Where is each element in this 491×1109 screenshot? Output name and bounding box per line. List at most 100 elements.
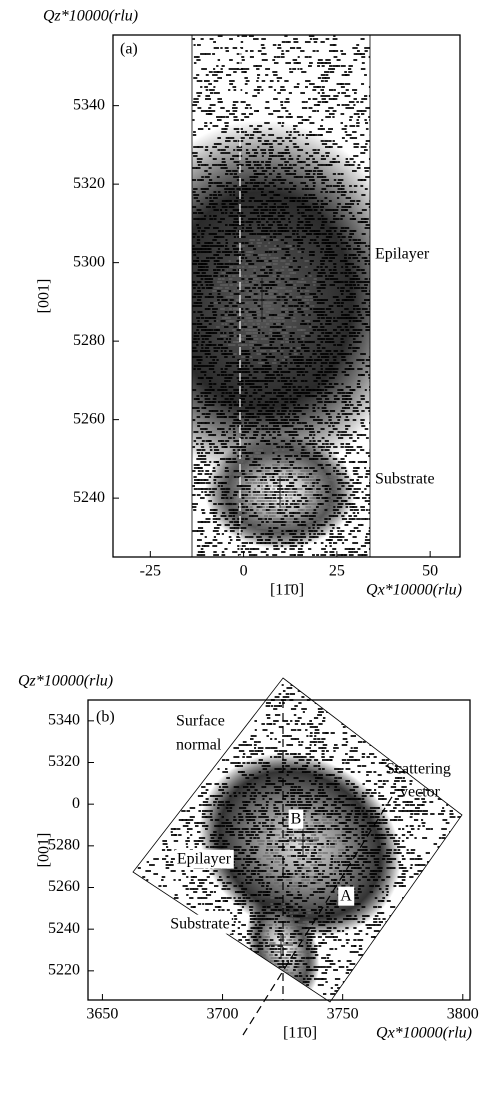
- intensity-speck: [261, 209, 267, 211]
- intensity-speck: [280, 470, 282, 472]
- intensity-speck: [205, 176, 210, 178]
- intensity-speck: [360, 161, 364, 163]
- intensity-speck: [374, 783, 377, 785]
- intensity-speck: [304, 350, 310, 352]
- intensity-speck: [204, 464, 208, 466]
- intensity-speck: [313, 801, 317, 803]
- intensity-speck: [385, 819, 387, 821]
- intensity-speck: [272, 362, 276, 364]
- intensity-speck: [234, 161, 240, 163]
- intensity-speck: [297, 789, 303, 791]
- intensity-speck: [196, 395, 199, 397]
- intensity-speck: [197, 299, 201, 301]
- intensity-speck: [245, 777, 249, 779]
- intensity-speck: [204, 122, 207, 124]
- intensity-speck: [276, 359, 279, 361]
- intensity-speck: [204, 389, 210, 391]
- intensity-speck: [317, 320, 320, 322]
- intensity-speck: [250, 500, 254, 502]
- intensity-speck: [224, 482, 226, 484]
- intensity-speck: [293, 386, 296, 388]
- intensity-speck: [317, 170, 323, 172]
- intensity-speck: [287, 792, 289, 794]
- intensity-speck: [206, 846, 209, 848]
- intensity-speck: [368, 497, 373, 499]
- intensity-speck: [326, 38, 330, 40]
- intensity-speck: [197, 95, 200, 97]
- intensity-speck: [309, 275, 311, 277]
- intensity-speck: [277, 188, 282, 190]
- intensity-speck: [333, 506, 335, 508]
- intensity-speck: [221, 554, 225, 556]
- intensity-speck: [320, 260, 325, 262]
- intensity-speck: [209, 362, 212, 364]
- intensity-speck: [196, 92, 202, 94]
- intensity-speck: [226, 807, 229, 809]
- intensity-speck: [205, 816, 210, 818]
- intensity-speck: [326, 230, 332, 232]
- intensity-speck: [225, 47, 229, 49]
- intensity-speck: [233, 756, 239, 758]
- intensity-speck: [276, 548, 279, 550]
- intensity-speck: [266, 263, 271, 265]
- intensity-speck: [285, 819, 289, 821]
- intensity-speck: [318, 789, 322, 791]
- intensity-speck: [277, 77, 282, 79]
- intensity-speck: [234, 335, 236, 337]
- intensity-speck: [309, 155, 313, 157]
- intensity-speck: [225, 479, 228, 481]
- intensity-speck: [313, 479, 316, 481]
- intensity-speck: [312, 503, 316, 505]
- intensity-speck: [340, 536, 344, 538]
- intensity-speck: [434, 843, 438, 845]
- intensity-speck: [331, 855, 334, 857]
- intensity-speck: [349, 281, 354, 283]
- intensity-speck: [260, 506, 265, 508]
- intensity-speck: [233, 209, 239, 211]
- intensity-speck: [253, 170, 257, 172]
- intensity-speck: [229, 302, 233, 304]
- intensity-speck: [340, 272, 343, 274]
- intensity-speck: [232, 329, 235, 331]
- intensity-speck: [250, 407, 255, 409]
- intensity-speck: [349, 191, 353, 193]
- intensity-speck: [240, 101, 246, 103]
- intensity-speck: [230, 200, 232, 202]
- intensity-speck: [341, 350, 344, 352]
- intensity-speck: [292, 422, 295, 424]
- intensity-speck: [293, 164, 297, 166]
- intensity-speck: [325, 410, 329, 412]
- intensity-speck: [322, 753, 325, 755]
- intensity-speck: [301, 521, 306, 523]
- intensity-speck: [225, 323, 227, 325]
- intensity-speck: [260, 458, 262, 460]
- intensity-speck: [302, 804, 307, 806]
- intensity-speck: [209, 365, 214, 367]
- intensity-speck: [292, 368, 296, 370]
- intensity-speck: [267, 765, 271, 767]
- intensity-speck: [337, 233, 342, 235]
- intensity-speck: [330, 353, 333, 355]
- intensity-speck: [237, 533, 241, 535]
- intensity-speck: [298, 852, 301, 854]
- intensity-speck: [308, 464, 313, 466]
- intensity-speck: [192, 206, 196, 208]
- intensity-speck: [249, 224, 251, 226]
- intensity-speck: [422, 801, 426, 803]
- intensity-speck: [302, 215, 307, 217]
- intensity-speck: [326, 257, 328, 259]
- intensity-speck: [312, 161, 318, 163]
- intensity-speck: [197, 287, 200, 289]
- intensity-speck: [338, 173, 341, 175]
- intensity-speck: [362, 798, 364, 800]
- intensity-speck: [229, 338, 231, 340]
- intensity-speck: [333, 467, 336, 469]
- intensity-speck: [281, 353, 283, 355]
- intensity-speck: [267, 855, 271, 857]
- intensity-speck: [221, 443, 227, 445]
- intensity-speck: [302, 314, 305, 316]
- intensity-speck: [201, 491, 203, 493]
- intensity-speck: [276, 446, 280, 448]
- intensity-speck: [325, 221, 327, 223]
- intensity-speck: [366, 780, 371, 782]
